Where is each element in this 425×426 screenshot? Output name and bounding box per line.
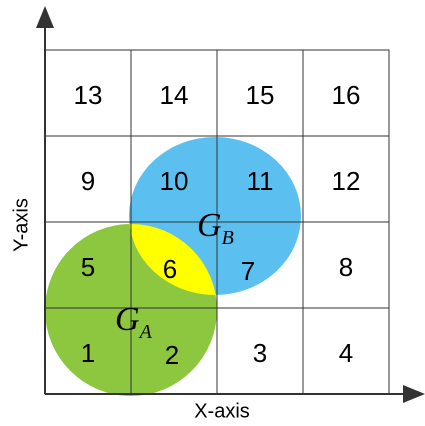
cell-number: 14 — [160, 80, 189, 110]
cell-number: 9 — [81, 166, 95, 196]
cell-number: 1 — [81, 338, 95, 368]
region-label: GA — [115, 301, 153, 343]
region-label: GB — [197, 207, 234, 249]
cell-number: 4 — [339, 338, 353, 368]
axes — [36, 6, 425, 403]
cell-number: 2 — [165, 340, 179, 370]
grid — [44, 49, 390, 395]
cell-number: 16 — [332, 80, 361, 110]
cell-number: 11 — [247, 166, 274, 196]
cell-number: 3 — [253, 338, 267, 368]
cell-number: 5 — [81, 252, 95, 282]
cell-number: 6 — [163, 254, 177, 284]
cell-number: 13 — [74, 80, 103, 110]
cell-number: 10 — [160, 166, 189, 196]
cell-number: 7 — [241, 256, 255, 286]
y-axis-label: Y-axis — [10, 198, 32, 252]
cell-number: 12 — [332, 166, 361, 196]
cell-number: 8 — [339, 252, 353, 282]
overlap — [129, 224, 217, 295]
cell-number: 15 — [246, 80, 275, 110]
x-axis-label: X-axis — [194, 400, 250, 422]
